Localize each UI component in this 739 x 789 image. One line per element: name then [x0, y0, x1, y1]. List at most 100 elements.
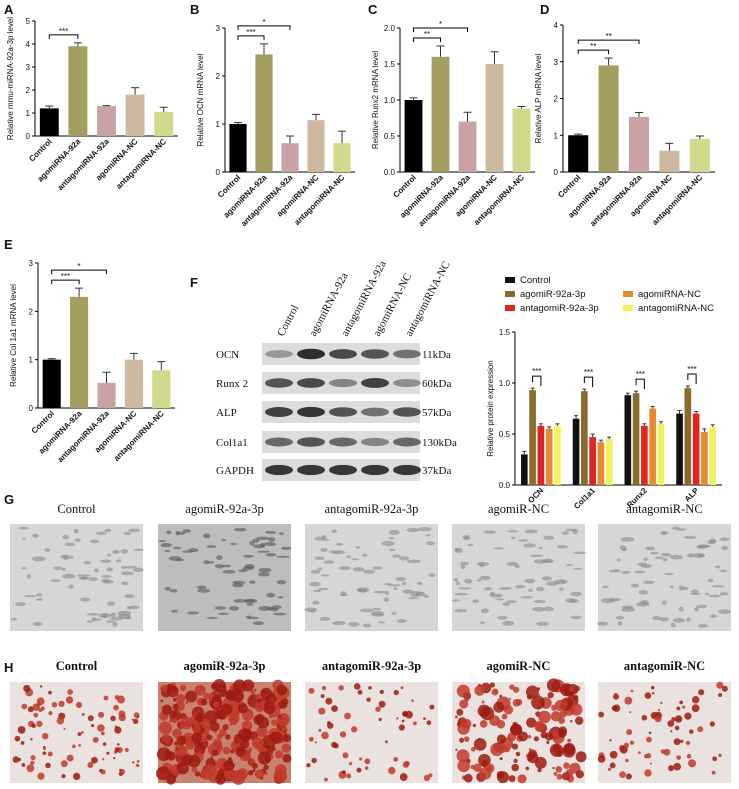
micrograph-nodule	[20, 741, 25, 745]
micrograph-nodule	[318, 707, 326, 715]
micrograph-cell	[73, 528, 79, 534]
micrograph-nodule	[709, 721, 715, 727]
micrograph-nodule	[91, 756, 98, 764]
micrograph-nodule	[402, 710, 409, 717]
micrograph-nodule	[281, 743, 291, 753]
error-bar	[409, 97, 418, 100]
micrograph-nodule	[321, 685, 327, 691]
micrograph-cell	[533, 559, 547, 564]
micrograph-nodule	[254, 688, 257, 692]
micrograph-cell	[536, 586, 545, 592]
micrograph-cell	[222, 564, 232, 568]
micrograph-cell	[90, 539, 100, 544]
micrograph-nodule	[511, 743, 519, 750]
micrograph-nodule	[214, 731, 218, 734]
micrograph-nodule	[275, 750, 284, 759]
micrograph-cell	[565, 598, 576, 603]
micrograph-nodule	[670, 730, 673, 733]
micrograph-nodule	[12, 756, 20, 763]
micrograph-nodule	[677, 718, 680, 721]
micrograph-cell	[214, 564, 225, 569]
micrograph-cell	[617, 621, 623, 626]
micrograph-cell	[558, 587, 564, 592]
micrograph-cell	[683, 535, 697, 539]
micrograph-cell	[246, 603, 254, 606]
micrograph-nodule	[638, 751, 641, 754]
micrograph-nodule	[160, 684, 169, 693]
micrograph-nodule	[676, 706, 681, 711]
micrograph-cell	[690, 592, 702, 595]
micrograph-nodule	[671, 717, 676, 722]
micrograph-nodule	[75, 701, 83, 709]
micrograph-nodule	[48, 711, 53, 716]
micrograph-nodule	[504, 747, 510, 753]
micrograph-nodule	[204, 725, 210, 731]
micrograph-nodule	[257, 751, 272, 765]
micrograph-nodule	[211, 749, 219, 756]
micrograph-nodule	[459, 737, 465, 743]
micrograph-nodule	[393, 689, 399, 696]
y-axis-label: Relative ALP mRNA level	[534, 53, 543, 143]
micrograph-nodule	[466, 758, 471, 763]
micrograph-cell	[708, 594, 722, 598]
image-label: Control	[57, 502, 96, 516]
bar	[255, 54, 273, 172]
micrograph-nodule	[30, 760, 35, 765]
micrograph-cell	[313, 589, 322, 593]
bar	[124, 359, 143, 408]
y-axis-label: Relative mmu-miRNA-92a-3p level	[6, 17, 15, 140]
y-tick-label: 1	[26, 109, 31, 118]
micrograph-nodule	[396, 717, 399, 720]
micrograph-cell	[499, 586, 512, 591]
micrograph-nodule	[554, 699, 567, 712]
x-tick-label: antagomiRNA-NC	[114, 137, 168, 191]
micrograph-nodule	[213, 691, 216, 695]
micrograph-cell	[91, 616, 96, 622]
micrograph-cell	[483, 530, 496, 534]
micrograph-nodule	[629, 711, 632, 714]
micrograph-cell	[378, 621, 386, 624]
significance-label: ***	[61, 272, 70, 281]
micrograph-nodule	[667, 720, 675, 727]
micrograph-nodule	[172, 703, 179, 711]
error-bar	[260, 43, 268, 55]
micrograph-nodule	[51, 701, 58, 708]
bar	[692, 413, 700, 485]
micrograph-nodule	[194, 684, 206, 696]
micrograph-nodule	[327, 722, 334, 729]
micrograph-nodule	[132, 761, 135, 764]
panel-letter: G	[4, 492, 14, 507]
micrograph-nodule	[459, 699, 469, 709]
error-bar	[574, 415, 579, 419]
blot-band	[265, 437, 293, 447]
micrograph-nodule	[63, 727, 66, 731]
y-tick-label: 0.0	[384, 168, 396, 177]
micrograph-cell	[74, 538, 81, 542]
micrograph-cell	[31, 533, 39, 538]
size-label: 130kDa	[422, 437, 457, 449]
micrograph-cell	[661, 552, 672, 557]
micrograph-nodule	[113, 756, 116, 760]
significance-label: **	[424, 30, 430, 39]
micrograph-cell	[10, 617, 18, 621]
micrograph-nodule	[525, 766, 530, 771]
error-bar	[159, 106, 168, 112]
micrograph-nodule	[479, 767, 492, 780]
micrograph-nodule	[191, 732, 202, 744]
micrograph-nodule	[87, 762, 94, 768]
micrograph-nodule	[171, 717, 178, 724]
micrograph-cell	[206, 545, 217, 548]
micrograph-cell	[216, 555, 223, 560]
micrograph-nodule	[185, 690, 198, 703]
micrograph-nodule	[87, 715, 94, 722]
micrograph-cell	[678, 585, 684, 591]
micrograph-cell	[696, 544, 711, 549]
micrograph-cell	[670, 622, 676, 628]
blot-band	[329, 349, 357, 359]
micrograph	[452, 524, 587, 631]
micrograph-cell	[372, 607, 381, 611]
micrograph-nodule	[42, 751, 47, 755]
error-bar	[463, 111, 472, 122]
micrograph-cell	[278, 532, 284, 535]
micrograph-cell	[621, 605, 634, 609]
